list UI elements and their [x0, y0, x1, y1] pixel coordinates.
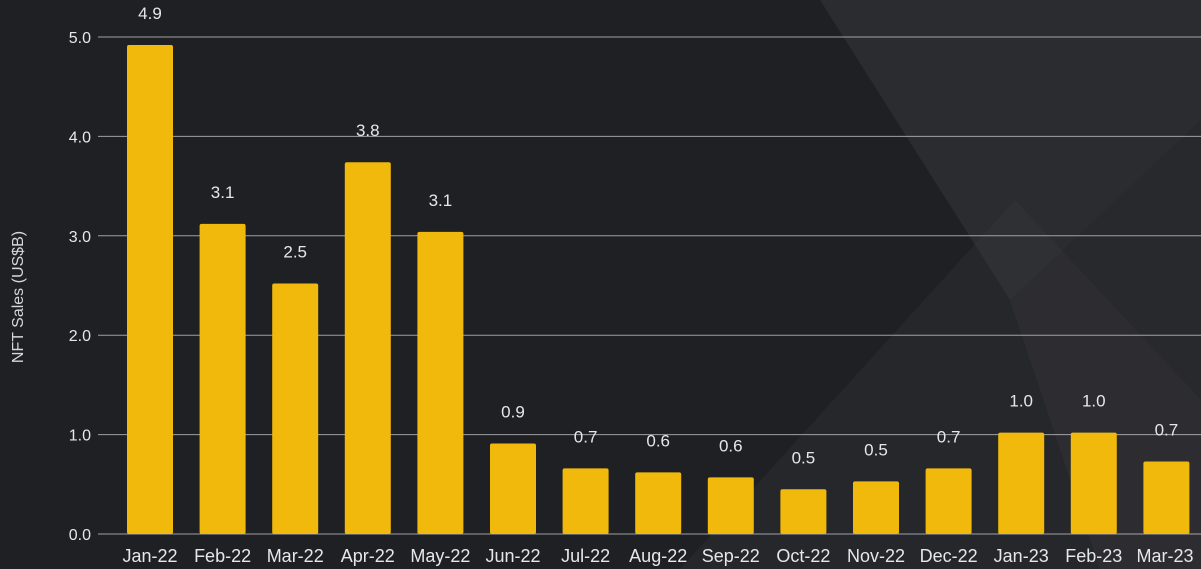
x-tick-label: Jul-22: [561, 546, 610, 566]
data-labels: 4.9 3.1 2.5 3.8 3.1 0.9 0.7 0.6 0.6 0.5 0.5 0.7 1.0 1…: [138, 4, 1178, 467]
bar-value-label: 1.0: [1009, 392, 1033, 411]
y-axis-label: NFT Sales (US$B): [10, 230, 27, 364]
bar-value-label: 4.9: [138, 4, 162, 23]
bar: [1070, 432, 1117, 534]
bar-value-label: 0.7: [1155, 420, 1179, 439]
bar: [1143, 461, 1190, 534]
bar: [562, 468, 609, 534]
bar: [925, 468, 972, 534]
y-tick-label: 0.0: [69, 527, 91, 544]
bar: [199, 223, 246, 534]
x-axis-ticks: Jan-22 Feb-22 Mar-22 Apr-22 May-22 Jun-22 Jul-…: [122, 546, 1193, 566]
x-tick-label: Aug-22: [629, 546, 687, 566]
bar-value-label: 0.7: [937, 427, 961, 446]
bar: [490, 443, 536, 534]
bar: [417, 231, 464, 534]
bar: [780, 489, 827, 534]
background-shape: [680, 200, 1201, 569]
x-tick-label: Jan-23: [994, 546, 1049, 566]
y-tick-label: 3.0: [69, 229, 91, 246]
bars: [127, 44, 1190, 535]
background-shape: [820, 0, 1201, 300]
x-tick-label: Apr-22: [341, 546, 395, 566]
bar: [127, 44, 173, 535]
background-decoration: [680, 0, 1201, 569]
bar: [707, 477, 754, 534]
x-tick-label: Jan-22: [122, 546, 177, 566]
bar-value-label: 0.5: [792, 448, 816, 467]
bar-value-label: 1.0: [1082, 392, 1106, 411]
background-shape: [1010, 120, 1201, 569]
bar-value-label: 3.1: [211, 183, 235, 202]
bar: [853, 481, 899, 534]
y-tick-label: 4.0: [69, 129, 91, 146]
x-tick-label: Oct-22: [776, 546, 830, 566]
x-tick-label: Sep-22: [702, 546, 760, 566]
bar: [998, 432, 1045, 534]
bar-value-label: 3.8: [356, 121, 380, 140]
x-tick-label: May-22: [410, 546, 470, 566]
x-tick-label: Feb-22: [194, 546, 251, 566]
bar-value-label: 2.5: [283, 243, 307, 262]
y-tick-label: 5.0: [69, 30, 91, 47]
bar-value-label: 0.9: [501, 403, 525, 422]
y-tick-label: 1.0: [69, 428, 91, 445]
x-tick-label: Dec-22: [920, 546, 978, 566]
x-tick-label: Mar-22: [267, 546, 324, 566]
x-tick-label: Jun-22: [485, 546, 540, 566]
bar-value-label: 0.7: [574, 427, 598, 446]
bar-value-label: 0.5: [864, 440, 888, 459]
x-tick-label: Mar-23: [1136, 546, 1193, 566]
bar-value-label: 0.6: [719, 436, 743, 455]
bar: [635, 472, 682, 534]
x-tick-label: Feb-23: [1065, 546, 1122, 566]
bar: [272, 283, 319, 534]
bar-value-label: 3.1: [429, 191, 453, 210]
bar-value-label: 0.6: [646, 431, 670, 450]
y-axis-ticks: 0.0 1.0 2.0 3.0 4.0 5.0: [69, 30, 91, 544]
bar: [344, 162, 391, 534]
x-tick-label: Nov-22: [847, 546, 905, 566]
y-tick-label: 2.0: [69, 328, 91, 345]
